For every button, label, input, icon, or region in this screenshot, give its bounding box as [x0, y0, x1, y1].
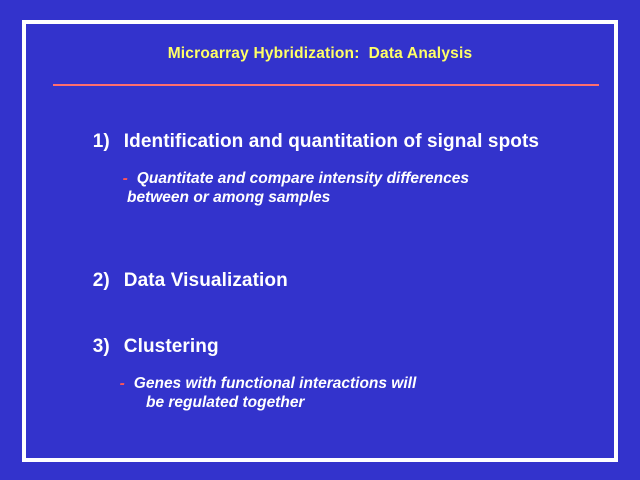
bullet-dash: - [122, 170, 128, 187]
item-3-subbullet-line-1: - Genes with functional interactions will [111, 357, 417, 393]
bullet-dash: - [119, 375, 125, 392]
item-3-number: 3) [92, 336, 110, 357]
item-1-label: Identification and quantitation of signa… [123, 131, 540, 152]
item-3-subbullet-line-2: be regulated together [146, 394, 305, 411]
list-item-3: 3) Clustering [82, 314, 219, 358]
slide-frame [22, 20, 618, 462]
item-1-subbullet-line-2: between or among samples [127, 189, 331, 206]
item-3-label: Clustering [123, 336, 219, 357]
slide-title: Microarray Hybridization: Data Analysis [167, 45, 473, 62]
item-2-number: 2) [92, 270, 110, 291]
item-1-number: 1) [92, 131, 110, 152]
list-item-2: 2) Data Visualization [82, 248, 288, 292]
subbullet-text: Genes with functional interactions will [133, 375, 417, 392]
subbullet-text: Quantitate and compare intensity differe… [136, 170, 469, 187]
item-2-label: Data Visualization [123, 270, 288, 291]
item-1-subbullet-line-1: - Quantitate and compare intensity differ… [114, 152, 469, 188]
list-item-1: 1) Identification and quantitation of sig… [82, 109, 539, 153]
title-underline [53, 84, 599, 86]
